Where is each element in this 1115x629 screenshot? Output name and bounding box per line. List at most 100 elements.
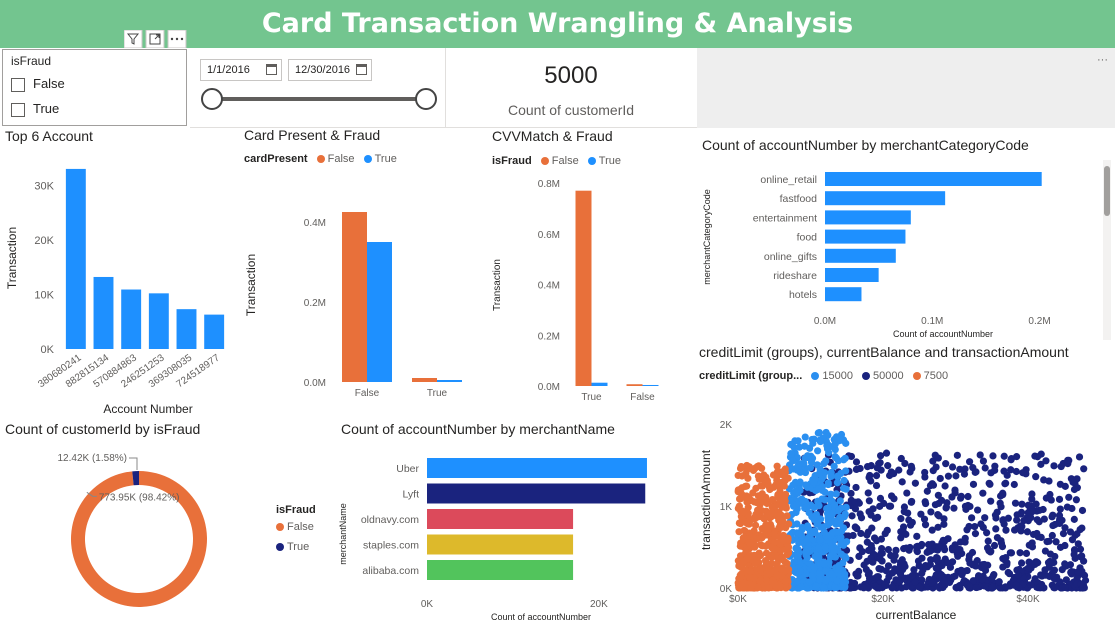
scatter-point[interactable] — [911, 479, 919, 487]
scatter-point[interactable] — [756, 577, 764, 585]
scatter-point[interactable] — [790, 443, 798, 452]
scatter-point[interactable] — [797, 583, 805, 591]
scatter-point[interactable] — [852, 524, 860, 532]
scatter-point[interactable] — [1028, 490, 1036, 498]
scatter-point[interactable] — [748, 580, 756, 588]
scatter-point[interactable] — [877, 452, 885, 460]
scatter-point[interactable] — [971, 468, 979, 476]
scrollbar-track[interactable] — [1103, 160, 1111, 340]
scatter-point[interactable] — [873, 464, 881, 472]
scatter-point[interactable] — [1000, 520, 1008, 528]
scatter-point[interactable] — [942, 460, 950, 468]
scatter-point[interactable] — [758, 473, 766, 482]
scatter-point[interactable] — [1012, 467, 1021, 476]
scatter-point[interactable] — [935, 499, 943, 508]
scatter-point[interactable] — [922, 499, 930, 508]
scatter-point[interactable] — [890, 556, 898, 564]
scatter-point[interactable] — [827, 490, 835, 498]
scatter-point[interactable] — [944, 472, 953, 480]
scatter-point[interactable] — [992, 525, 1000, 533]
scatter-point[interactable] — [822, 457, 830, 465]
scatter-point[interactable] — [1056, 480, 1064, 488]
scatter-point[interactable] — [763, 521, 771, 529]
scatter-point[interactable] — [1068, 536, 1077, 544]
scatter-point[interactable] — [1080, 465, 1088, 473]
scatter-point[interactable] — [828, 510, 836, 518]
scatter-point[interactable] — [1059, 530, 1068, 538]
scatter-point[interactable] — [1063, 503, 1071, 511]
scatter-point[interactable] — [1045, 537, 1053, 545]
scatter-point[interactable] — [1014, 571, 1022, 579]
scatter-point[interactable] — [1067, 568, 1075, 576]
scatter-point[interactable] — [750, 514, 758, 522]
slider-end-handle[interactable] — [415, 88, 437, 110]
scatter-point[interactable] — [1007, 456, 1015, 464]
scatter-point[interactable] — [796, 567, 804, 575]
scatter-point[interactable] — [1072, 496, 1080, 504]
scatter-point[interactable] — [1000, 452, 1008, 460]
start-date-input[interactable]: 1/1/2016 — [200, 59, 282, 81]
scatter-point[interactable] — [857, 514, 866, 522]
scatter-point[interactable] — [1002, 526, 1010, 534]
scatter-point[interactable] — [816, 536, 824, 544]
scatter-point[interactable] — [1067, 475, 1075, 483]
scatter-point[interactable] — [764, 480, 772, 488]
scatter-point[interactable] — [860, 584, 868, 592]
scatter-point[interactable] — [1033, 516, 1041, 524]
scatter-point[interactable] — [836, 497, 844, 505]
scatter-point[interactable] — [734, 488, 742, 496]
scatter-point[interactable] — [1024, 501, 1032, 509]
filter-icon[interactable] — [123, 29, 143, 49]
scatter-point[interactable] — [738, 493, 746, 501]
scatter-point[interactable] — [951, 486, 959, 494]
scatter-point[interactable] — [841, 454, 849, 462]
more-options-icon[interactable]: ··· — [1097, 54, 1108, 66]
scatter-point[interactable] — [1016, 549, 1024, 557]
scatter-point[interactable] — [1031, 560, 1039, 569]
bar[interactable] — [176, 309, 197, 349]
scatter-point[interactable] — [793, 520, 801, 528]
scatter-point[interactable] — [985, 479, 993, 487]
scatter-point[interactable] — [787, 497, 795, 505]
scatter-point[interactable] — [995, 578, 1003, 586]
scatter-point[interactable] — [834, 506, 843, 515]
scatter-point[interactable] — [1012, 581, 1020, 589]
scatter-point[interactable] — [1001, 583, 1010, 591]
scatter-point[interactable] — [1061, 541, 1069, 550]
scatter-point[interactable] — [837, 540, 845, 548]
scatter-point[interactable] — [942, 503, 950, 511]
bar[interactable] — [427, 560, 574, 580]
scatter-point[interactable] — [1004, 514, 1012, 522]
scatter-point[interactable] — [841, 510, 849, 518]
scatter-point[interactable] — [1023, 528, 1032, 536]
scatter-point[interactable] — [872, 472, 881, 480]
scatter-point[interactable] — [734, 504, 742, 513]
scatter-point[interactable] — [987, 497, 995, 505]
scatter-point[interactable] — [1010, 480, 1018, 489]
scatter-point[interactable] — [777, 547, 785, 555]
bar[interactable] — [642, 384, 659, 386]
scatter-point[interactable] — [1007, 466, 1015, 474]
scatter-point[interactable] — [913, 532, 921, 540]
scatter-point[interactable] — [1024, 564, 1032, 572]
scatter-point[interactable] — [803, 554, 811, 562]
scatter-point[interactable] — [863, 462, 872, 471]
scatter-point[interactable] — [798, 495, 806, 503]
scatter-point[interactable] — [972, 562, 980, 570]
scatter-point[interactable] — [954, 552, 962, 560]
scatter-point[interactable] — [984, 537, 992, 545]
scatter-point[interactable] — [980, 560, 988, 569]
scatter-point[interactable] — [954, 545, 963, 553]
scatter-point[interactable] — [865, 497, 873, 505]
scatter-point[interactable] — [750, 498, 759, 506]
scatter-point[interactable] — [897, 454, 905, 463]
bar[interactable] — [427, 483, 646, 504]
scatter-point[interactable] — [867, 554, 875, 562]
scatter-point[interactable] — [1046, 550, 1055, 558]
scatter-point[interactable] — [989, 452, 997, 460]
scatter-point[interactable] — [900, 503, 909, 511]
scatter-point[interactable] — [991, 462, 999, 470]
scatter-point[interactable] — [1022, 549, 1031, 558]
scatter-point[interactable] — [878, 544, 886, 553]
scatter-point[interactable] — [839, 524, 848, 532]
